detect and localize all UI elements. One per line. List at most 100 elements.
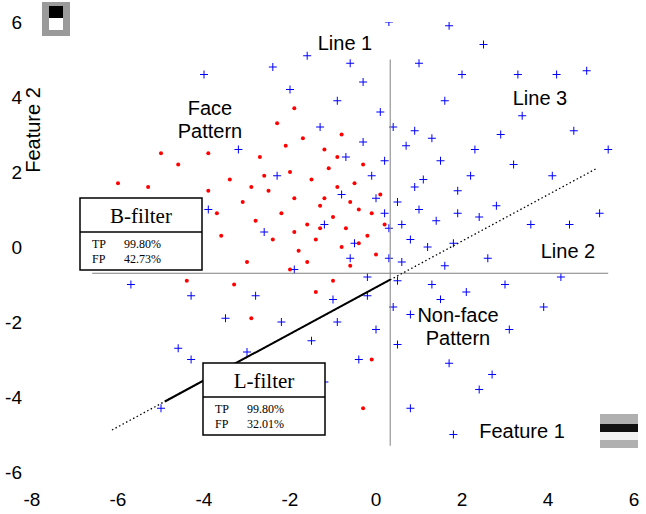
point [245, 260, 249, 264]
point [333, 97, 341, 105]
point [462, 288, 470, 296]
point [553, 71, 561, 79]
filter-row-label: FP [92, 252, 106, 266]
y-tick-label: -6 [5, 462, 22, 483]
series-label: FacePattern [178, 97, 242, 142]
y-tick-label: 6 [11, 12, 22, 33]
point [338, 191, 346, 199]
filter-title: B-filter [110, 204, 172, 228]
point [254, 219, 258, 223]
point [185, 279, 189, 283]
point [467, 172, 475, 180]
point [275, 121, 279, 125]
series-label-group: Non-facePattern [415, 303, 500, 350]
point [348, 200, 352, 204]
y-tick-label: -4 [5, 387, 22, 408]
point [346, 254, 354, 262]
point [527, 221, 535, 229]
box-frame [203, 363, 325, 435]
filter-row-value: 99.80% [247, 402, 284, 416]
series-label-group: Line 1 [316, 31, 375, 55]
point [570, 127, 578, 135]
point [241, 200, 245, 204]
filter-box: L-filter TP 99.80% FP 32.01% [203, 363, 325, 435]
point [381, 157, 389, 165]
point [340, 245, 344, 249]
point [258, 155, 262, 159]
point [204, 206, 212, 214]
label-line: Feature 2 [22, 87, 44, 173]
box-divider [203, 396, 325, 398]
point [437, 296, 445, 304]
point [394, 198, 402, 206]
label-line: Line 3 [513, 87, 568, 109]
point [458, 71, 466, 79]
point [514, 71, 522, 79]
label-patch [539, 239, 598, 263]
label-line: Feature 1 [479, 420, 565, 442]
point [353, 181, 357, 185]
point [292, 106, 296, 110]
point [314, 290, 318, 294]
point [361, 406, 365, 410]
x-tick-label: 6 [629, 489, 640, 510]
label-patch [511, 86, 570, 110]
point [398, 221, 406, 229]
label-patch [477, 419, 567, 443]
point [314, 238, 318, 242]
point [385, 254, 393, 262]
feature-icon [600, 414, 638, 448]
label-line: Face [188, 97, 232, 119]
point [249, 185, 253, 189]
filter-row-label: TP [92, 237, 106, 251]
y-tick-label: 4 [11, 87, 22, 108]
point [378, 193, 382, 197]
point [411, 127, 419, 135]
point [340, 133, 344, 137]
point [372, 326, 380, 334]
point [331, 215, 335, 219]
point [357, 208, 361, 212]
point [310, 178, 314, 182]
point [200, 71, 208, 79]
filter-row-label: FP [215, 417, 229, 431]
point [222, 314, 230, 322]
point [267, 189, 271, 193]
point [383, 223, 387, 227]
point [454, 187, 462, 195]
filter-title: L-filter [234, 369, 295, 393]
point [441, 262, 449, 270]
point [174, 344, 182, 352]
point [583, 67, 591, 75]
label-line: Non-face [417, 304, 498, 326]
point [359, 78, 367, 86]
point [518, 112, 526, 120]
point [406, 404, 414, 412]
point [297, 249, 301, 253]
point [540, 303, 548, 311]
point [187, 356, 195, 364]
filter-row-value: 32.01% [247, 417, 284, 431]
point [454, 209, 462, 217]
filter-row-label: TP [215, 402, 229, 416]
point [305, 260, 309, 264]
point [344, 226, 348, 230]
point [428, 281, 436, 289]
point [288, 268, 292, 272]
point [445, 22, 453, 30]
point [333, 318, 341, 326]
point [475, 213, 483, 221]
point [279, 211, 283, 215]
y-axis-title-group: Feature 2 [22, 87, 44, 173]
point [303, 52, 311, 60]
point [262, 174, 266, 178]
point [370, 358, 374, 362]
series-label: Non-facePattern [417, 304, 498, 349]
point [437, 157, 445, 165]
point [286, 86, 294, 94]
point [273, 172, 281, 180]
point [271, 238, 275, 242]
point [187, 292, 195, 300]
label-line: Pattern [426, 327, 490, 349]
filter-row-value: 42.73% [124, 252, 161, 266]
